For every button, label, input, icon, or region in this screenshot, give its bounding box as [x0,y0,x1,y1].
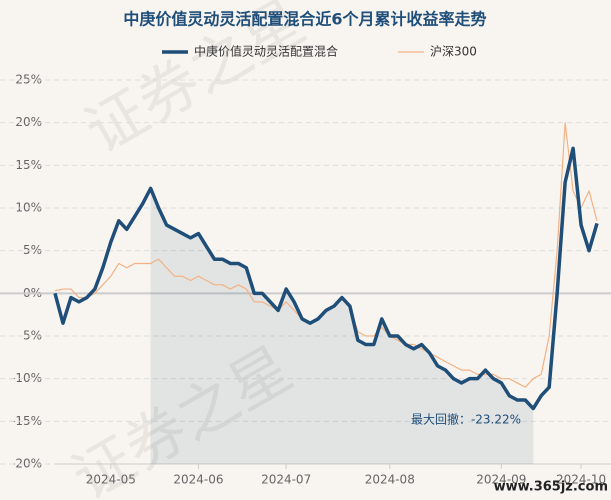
y-tick-label: -10% [11,371,42,385]
legend-label: 沪深300 [430,45,477,59]
x-tick-label: 2024-08 [365,473,415,487]
x-tick-label: 2024-05 [86,473,136,487]
y-tick-label: 5% [23,243,42,257]
site-label: www.365jz.com [494,480,608,495]
x-tick-label: 2024-10 [556,473,606,487]
series-line [53,146,599,411]
x-tick-label: 2024-06 [173,473,223,487]
drawdown-area [150,188,534,464]
x-tick-label: 2024-07 [261,473,311,487]
x-tick-label: 2024-09 [476,473,526,487]
legend-label: 中庚价值灵动灵活配置混合 [194,44,338,59]
y-tick-label: -20% [11,457,42,471]
y-tick-label: 20% [15,115,42,129]
legend: 中庚价值灵动灵活配置混合 沪深300 [162,44,477,59]
y-tick-label: -15% [11,414,42,428]
annotation: 最大回撤：-23.22% [411,412,521,427]
chart-title: 中庚价值灵动灵活配置混合近6个月累计收益率走势 [123,10,486,29]
